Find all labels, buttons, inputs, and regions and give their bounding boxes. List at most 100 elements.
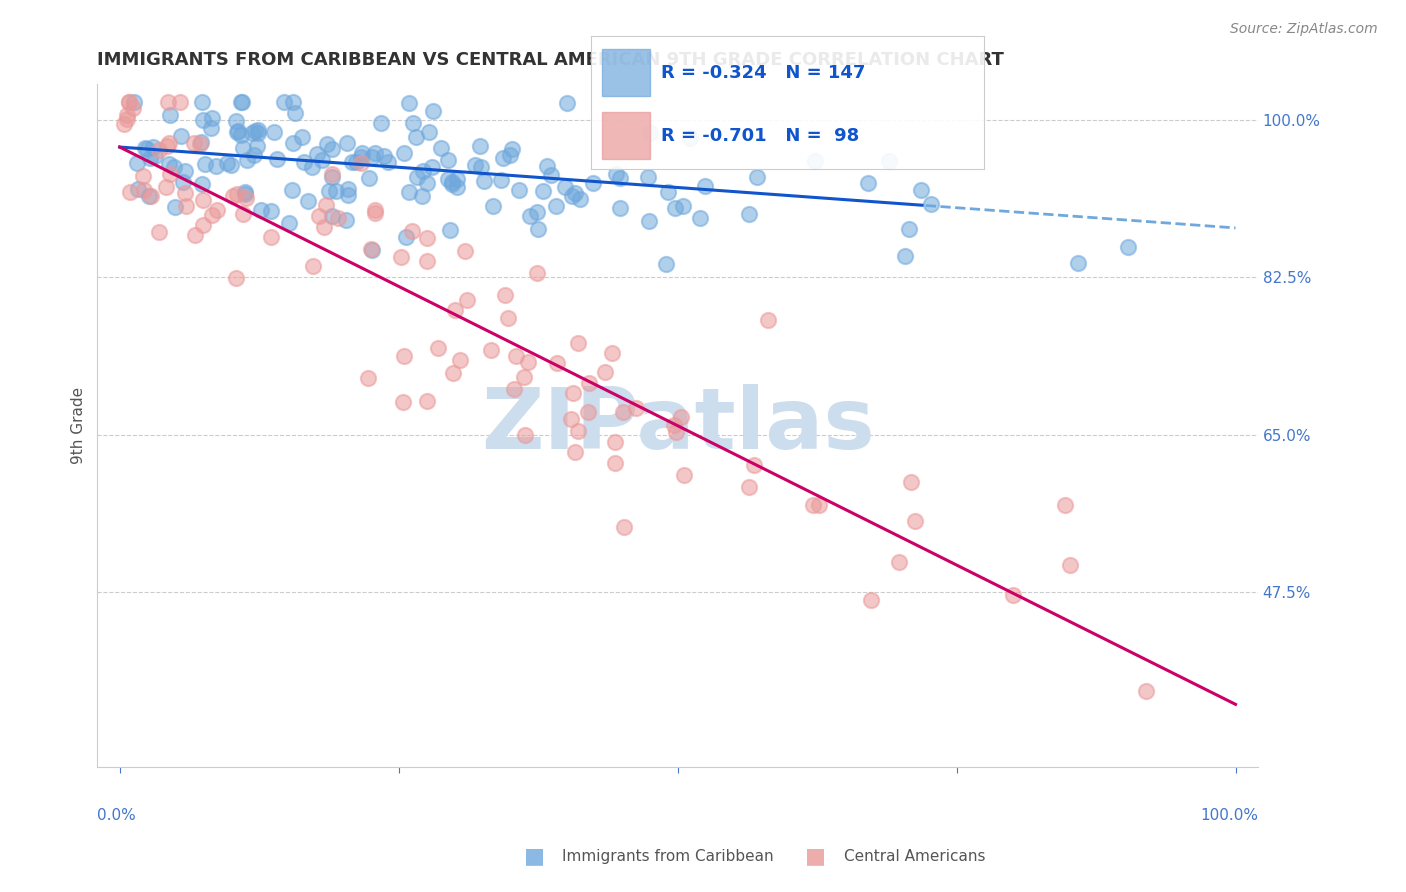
Point bbox=[494, 288, 516, 302]
Point bbox=[456, 293, 478, 308]
Point bbox=[567, 336, 589, 351]
Point bbox=[307, 147, 329, 161]
Point bbox=[315, 197, 337, 211]
Point bbox=[613, 520, 636, 534]
Point bbox=[453, 244, 475, 259]
Point bbox=[156, 139, 179, 153]
Point bbox=[920, 196, 942, 211]
Point bbox=[260, 230, 283, 244]
Bar bbox=[602, 49, 650, 96]
Point bbox=[169, 95, 191, 109]
Point bbox=[531, 184, 554, 198]
Point bbox=[405, 129, 427, 144]
Point bbox=[342, 155, 364, 169]
Point bbox=[321, 168, 343, 182]
Point bbox=[156, 95, 179, 109]
Point bbox=[352, 145, 374, 160]
Point bbox=[360, 150, 382, 164]
Text: ZIPatlas: ZIPatlas bbox=[481, 384, 875, 467]
Point bbox=[605, 167, 627, 181]
Point bbox=[225, 270, 247, 285]
Point bbox=[325, 184, 347, 198]
Point bbox=[446, 179, 468, 194]
Point bbox=[561, 189, 583, 203]
Point bbox=[266, 153, 288, 167]
Point bbox=[560, 412, 582, 426]
Point bbox=[856, 176, 879, 190]
Point bbox=[229, 95, 252, 109]
Text: 100.0%: 100.0% bbox=[1199, 808, 1258, 823]
Point bbox=[184, 228, 207, 243]
Point bbox=[394, 145, 416, 160]
Point bbox=[174, 199, 197, 213]
Text: 0.0%: 0.0% bbox=[97, 808, 136, 823]
Point bbox=[326, 211, 349, 225]
Point bbox=[127, 182, 149, 196]
Point bbox=[321, 169, 343, 184]
Text: IMMIGRANTS FROM CARIBBEAN VS CENTRAL AMERICAN 9TH GRADE CORRELATION CHART: IMMIGRANTS FROM CARIBBEAN VS CENTRAL AME… bbox=[97, 51, 1004, 69]
Point bbox=[472, 174, 495, 188]
Point bbox=[200, 120, 222, 135]
Point bbox=[402, 116, 425, 130]
Point bbox=[191, 113, 214, 128]
Point bbox=[900, 475, 922, 490]
Point bbox=[315, 137, 337, 152]
Point bbox=[250, 202, 273, 217]
Point bbox=[898, 222, 921, 236]
Point bbox=[436, 172, 458, 186]
Point bbox=[655, 257, 678, 271]
Point bbox=[143, 149, 166, 163]
Point bbox=[887, 555, 910, 569]
Point bbox=[449, 353, 471, 368]
Point bbox=[172, 175, 194, 189]
Point bbox=[308, 209, 330, 223]
Point bbox=[546, 356, 568, 370]
Point bbox=[464, 158, 486, 172]
Text: R = -0.701   N =  98: R = -0.701 N = 98 bbox=[661, 127, 859, 145]
Point bbox=[364, 205, 387, 219]
Point bbox=[321, 142, 343, 156]
Point bbox=[600, 346, 623, 360]
Point bbox=[292, 155, 315, 169]
Point bbox=[1067, 256, 1090, 270]
Point bbox=[311, 153, 333, 168]
Point bbox=[695, 179, 717, 194]
Point bbox=[609, 201, 631, 215]
Point bbox=[801, 498, 824, 512]
Point bbox=[391, 395, 413, 409]
Point bbox=[416, 393, 439, 408]
Point bbox=[155, 179, 177, 194]
Point bbox=[540, 168, 562, 182]
Point bbox=[526, 205, 548, 219]
Point bbox=[526, 266, 548, 280]
Point bbox=[738, 206, 761, 220]
Point bbox=[201, 208, 224, 222]
Point bbox=[301, 161, 323, 175]
Point bbox=[742, 458, 765, 472]
Point bbox=[437, 153, 460, 168]
Point bbox=[191, 95, 214, 109]
Point bbox=[1053, 498, 1076, 512]
Point bbox=[232, 207, 254, 221]
Point bbox=[756, 313, 779, 327]
Point bbox=[564, 445, 586, 459]
Point bbox=[321, 209, 343, 223]
Point bbox=[360, 242, 382, 256]
Point bbox=[191, 218, 214, 232]
Point bbox=[508, 183, 530, 197]
Point bbox=[277, 216, 299, 230]
Point bbox=[318, 184, 340, 198]
Point bbox=[638, 126, 661, 140]
Point bbox=[226, 125, 249, 139]
Point bbox=[226, 124, 249, 138]
Point bbox=[136, 142, 159, 156]
Point bbox=[370, 116, 392, 130]
Point bbox=[157, 157, 180, 171]
Text: Immigrants from Caribbean: Immigrants from Caribbean bbox=[562, 849, 775, 863]
Point bbox=[263, 125, 285, 139]
Point bbox=[163, 160, 186, 174]
Point bbox=[157, 136, 180, 150]
Point bbox=[245, 124, 267, 138]
Point bbox=[624, 401, 647, 415]
Point bbox=[446, 172, 468, 186]
